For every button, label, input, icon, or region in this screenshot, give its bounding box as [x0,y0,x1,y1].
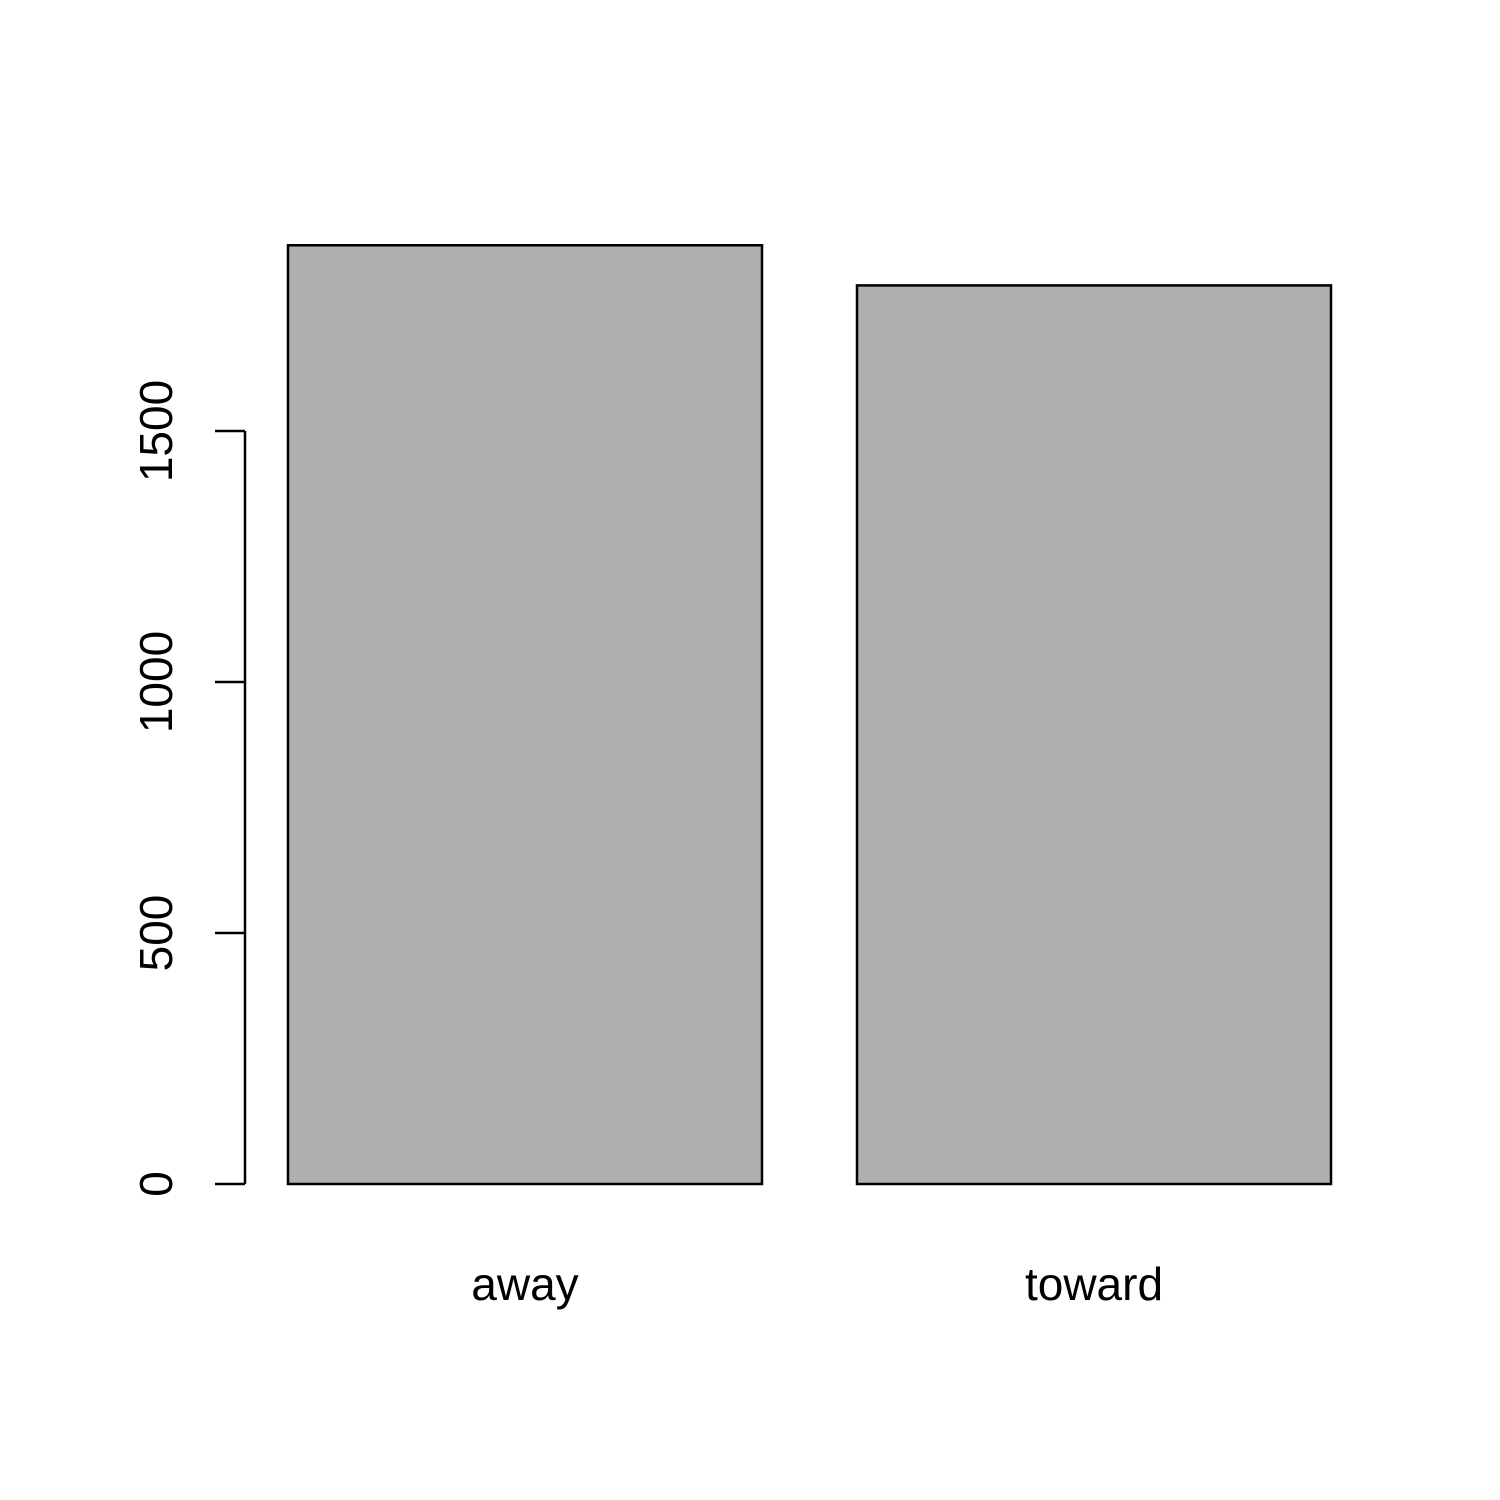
bar-away [286,244,764,1186]
y-tick-label: 0 [130,1171,182,1197]
x-axis-labels: away toward [471,1258,1163,1310]
bars-group [286,244,1333,1186]
y-tick-label: 500 [130,895,182,972]
y-tick-label: 1500 [130,380,182,482]
y-tick-label: 1000 [130,631,182,733]
x-category-label: away [471,1258,578,1310]
y-axis: 0 500 1000 1500 [130,380,247,1197]
bar-toward [855,284,1333,1186]
x-category-label: toward [1025,1258,1163,1310]
